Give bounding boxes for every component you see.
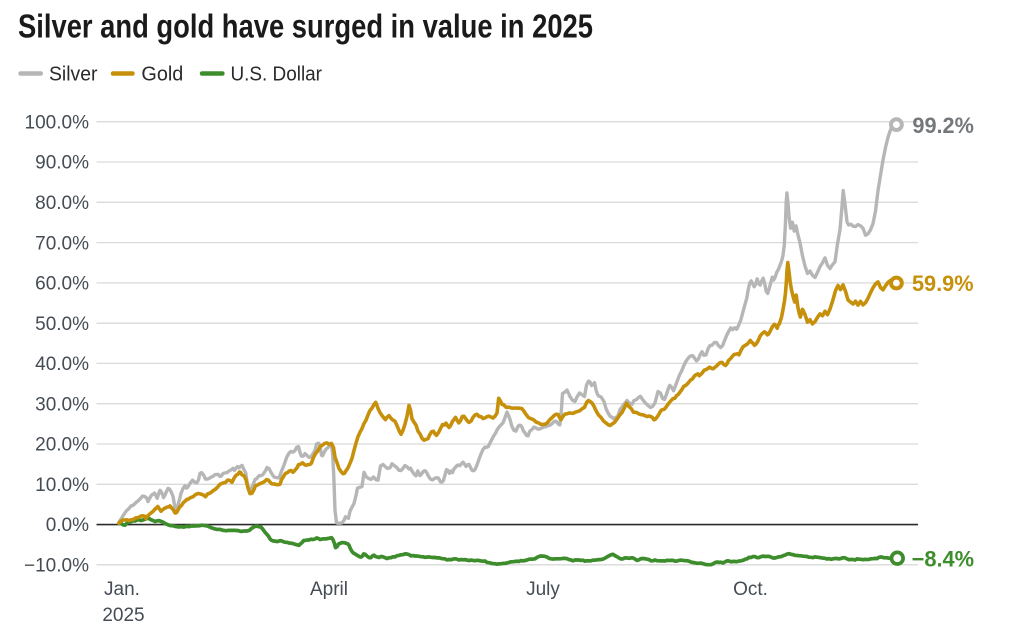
- svg-text:Silver: Silver: [49, 64, 98, 86]
- svg-text:10.0%: 10.0%: [35, 475, 89, 496]
- svg-text:U.S. Dollar: U.S. Dollar: [231, 64, 323, 86]
- svg-text:−8.4%: −8.4%: [912, 547, 975, 572]
- svg-text:Gold: Gold: [141, 64, 183, 86]
- svg-text:2025: 2025: [102, 605, 144, 626]
- svg-text:90.0%: 90.0%: [35, 153, 89, 174]
- svg-text:July: July: [526, 579, 560, 600]
- svg-text:59.9%: 59.9%: [912, 271, 974, 296]
- svg-text:50.0%: 50.0%: [35, 314, 89, 335]
- svg-text:April: April: [310, 579, 348, 600]
- svg-text:100.0%: 100.0%: [25, 112, 90, 133]
- svg-text:30.0%: 30.0%: [35, 394, 89, 415]
- svg-text:−10.0%: −10.0%: [24, 556, 89, 577]
- svg-text:70.0%: 70.0%: [35, 233, 89, 254]
- svg-text:0.0%: 0.0%: [46, 515, 89, 536]
- svg-text:80.0%: 80.0%: [35, 193, 89, 214]
- svg-text:40.0%: 40.0%: [35, 354, 89, 375]
- svg-text:20.0%: 20.0%: [35, 435, 89, 456]
- svg-text:60.0%: 60.0%: [35, 274, 89, 295]
- svg-text:Silver and gold have surged in: Silver and gold have surged in value in …: [18, 9, 593, 46]
- svg-text:Jan.: Jan.: [104, 579, 140, 600]
- svg-text:99.2%: 99.2%: [912, 113, 974, 138]
- svg-text:Oct.: Oct.: [733, 579, 768, 600]
